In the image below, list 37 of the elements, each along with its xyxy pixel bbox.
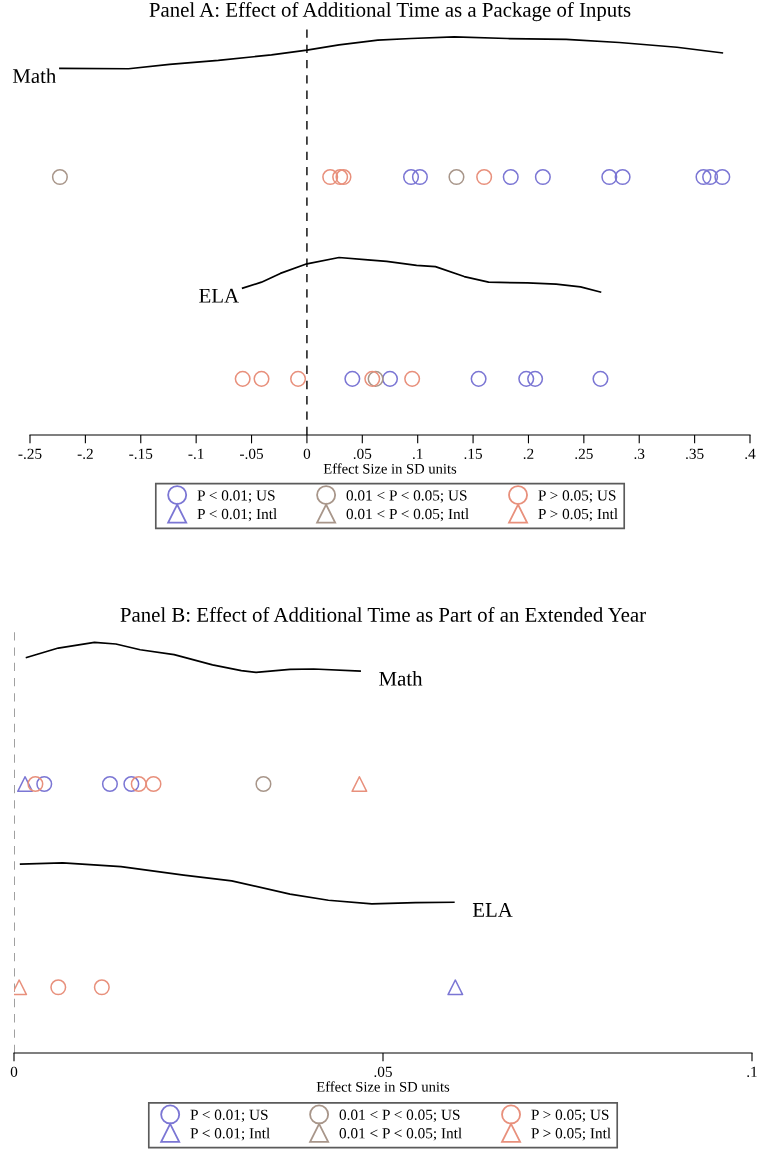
legend-label: 0.01 < P < 0.05; Intl bbox=[346, 508, 469, 522]
x-tick-label: -.2 bbox=[77, 448, 93, 460]
series-label: ELA bbox=[199, 288, 239, 303]
x-tick-label: 0 bbox=[303, 448, 311, 459]
x-tick-label: .1 bbox=[412, 448, 423, 460]
x-tick-label: .05 bbox=[353, 448, 372, 460]
chart-title: Panel B: Effect of Additional Time as Part of an Extended Year bbox=[120, 607, 646, 622]
x-tick-label: .25 bbox=[575, 448, 593, 460]
x-tick-label: -.1 bbox=[188, 448, 204, 460]
x-tick-label: .4 bbox=[745, 448, 756, 460]
x-axis-title: Effect Size in SD units bbox=[316, 1081, 450, 1092]
legend-label: P < 0.01; US bbox=[190, 1109, 268, 1123]
x-tick-label: -.25 bbox=[18, 448, 42, 460]
x-tick-label: 0 bbox=[10, 1066, 18, 1077]
x-tick-label: .35 bbox=[686, 448, 704, 460]
x-tick-label: .2 bbox=[523, 448, 534, 460]
legend-label: 0.01 < P < 0.05; US bbox=[346, 490, 467, 503]
legend-label: P > 0.05; US bbox=[531, 1109, 609, 1123]
x-tick-label: .05 bbox=[374, 1066, 392, 1078]
series-label: ELA bbox=[472, 902, 513, 917]
x-tick-label: .15 bbox=[464, 448, 483, 460]
legend-label: P > 0.05; Intl bbox=[531, 1127, 611, 1141]
legend-label: P > 0.05; Intl bbox=[538, 508, 618, 522]
series-label: Math bbox=[12, 68, 57, 84]
x-tick-label: -.05 bbox=[240, 448, 264, 460]
x-axis-title: Effect Size in SD units bbox=[323, 463, 457, 474]
legend-label: 0.01 < P < 0.05; US bbox=[339, 1109, 460, 1123]
series-label: Math bbox=[379, 671, 423, 686]
legend-label: P < 0.01; Intl bbox=[190, 1127, 270, 1141]
chart-title: Panel A: Effect of Additional Time as a Package of Inputs bbox=[149, 2, 631, 22]
legend-label: P < 0.01; US bbox=[197, 490, 275, 503]
x-tick-label: -.15 bbox=[129, 448, 153, 460]
legend-label: P > 0.05; US bbox=[538, 490, 616, 503]
legend-label: P < 0.01; Intl bbox=[197, 508, 277, 522]
x-tick-label: .1 bbox=[747, 1066, 757, 1078]
legend-label: 0.01 < P < 0.05; Intl bbox=[339, 1127, 462, 1141]
x-tick-label: .3 bbox=[634, 448, 645, 460]
